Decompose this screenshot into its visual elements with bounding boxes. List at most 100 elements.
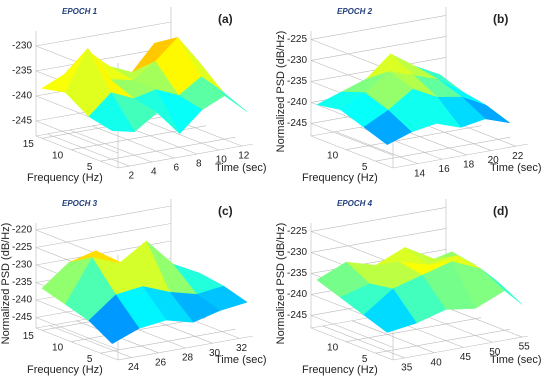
chart-title: EPOCH 4 bbox=[337, 199, 373, 208]
y-tick-label: 5 bbox=[87, 354, 93, 365]
x-axis-label: Time (sec) bbox=[215, 354, 267, 366]
z-tick-label: -230 bbox=[287, 247, 307, 258]
z-tick-label: -235 bbox=[287, 76, 307, 87]
grid-line bbox=[35, 120, 119, 154]
grid-line bbox=[92, 125, 175, 159]
x-axis-label: Time (sec) bbox=[490, 354, 542, 366]
grid-line bbox=[47, 133, 130, 167]
panel-label: (d) bbox=[493, 204, 508, 218]
x-tick-label: 12 bbox=[238, 151, 250, 162]
z-tick-label: -230 bbox=[12, 260, 32, 271]
surface-patch bbox=[363, 288, 417, 333]
grid-line bbox=[375, 328, 511, 354]
chart-title: EPOCH 1 bbox=[62, 7, 98, 16]
z-tick-label: -240 bbox=[287, 97, 307, 108]
box-edge bbox=[35, 327, 119, 361]
x-tick-label: 4 bbox=[151, 167, 157, 178]
box-edge bbox=[392, 143, 529, 169]
x-tick-label: 16 bbox=[439, 164, 451, 175]
x-tick-label: 35 bbox=[401, 363, 413, 374]
z-tick-label: -245 bbox=[12, 312, 32, 323]
x-tick-label: 28 bbox=[182, 353, 194, 364]
grid-line bbox=[49, 325, 132, 358]
grid-line bbox=[35, 205, 172, 231]
x-tick-label: 10 bbox=[216, 155, 228, 166]
z-tick-label: -245 bbox=[287, 118, 307, 129]
y-axis-label: Frequency (Hz) bbox=[27, 172, 103, 184]
z-tick-label: -240 bbox=[287, 289, 307, 300]
z-tick-label: -230 bbox=[12, 41, 32, 52]
x-tick-label: 50 bbox=[489, 347, 501, 358]
grid-line bbox=[35, 223, 172, 248]
grid-line bbox=[69, 129, 152, 163]
surface-patch bbox=[88, 92, 136, 132]
z-tick-label: -240 bbox=[12, 91, 32, 102]
x-tick-label: 45 bbox=[460, 352, 472, 363]
surface-patch bbox=[88, 294, 140, 345]
y-tick-label: 15 bbox=[23, 139, 35, 150]
chart-title: EPOCH 3 bbox=[62, 199, 98, 208]
grid-line bbox=[100, 328, 236, 354]
y-tick-label: 5 bbox=[362, 354, 368, 365]
y-tick-label: 5 bbox=[87, 162, 93, 173]
grid-line bbox=[35, 21, 172, 47]
y-tick-label: 5 bbox=[362, 162, 368, 173]
z-tick-label: -225 bbox=[287, 226, 307, 237]
box-edge bbox=[310, 327, 394, 361]
z-axis-label: Normalized PSD (dB/Hz) bbox=[275, 223, 287, 345]
x-axis-label: Time (sec) bbox=[215, 162, 267, 174]
x-tick-label: 14 bbox=[414, 168, 426, 179]
panel-label: (c) bbox=[218, 204, 233, 218]
grid-line bbox=[310, 249, 447, 274]
grid-line bbox=[35, 317, 119, 350]
grid-line bbox=[100, 136, 236, 162]
surface-patch bbox=[363, 109, 413, 146]
y-axis-label: Frequency (Hz) bbox=[302, 364, 378, 376]
x-tick-label: 2 bbox=[128, 171, 134, 182]
z-tick-label: -245 bbox=[12, 116, 32, 127]
y-tick-label: 10 bbox=[327, 150, 339, 161]
panel-label: (a) bbox=[218, 12, 233, 26]
grid-line bbox=[322, 325, 405, 359]
panel: -245 -240 -235 -230 -225 14 16 18 20 22 5 10 EPOCH 2… bbox=[275, 7, 542, 184]
x-tick-label: 24 bbox=[128, 362, 140, 373]
z-tick-label: -220 bbox=[12, 225, 32, 236]
box-edge bbox=[392, 335, 529, 361]
box-edge bbox=[35, 135, 119, 169]
grid-line bbox=[310, 207, 447, 232]
z-tick-label: -240 bbox=[12, 295, 32, 306]
x-axis-label: Time (sec) bbox=[490, 162, 542, 174]
z-tick-label: -245 bbox=[287, 310, 307, 321]
x-tick-label: 40 bbox=[431, 357, 443, 368]
y-tick-label: 10 bbox=[52, 150, 64, 161]
panel: -245 -240 -235 -230 2 4 6 8 10 12 5 10 15 EPOCH 1 (a) T… bbox=[12, 7, 267, 184]
x-tick-label: 32 bbox=[236, 343, 248, 354]
grid-line bbox=[346, 125, 482, 151]
panel: -245 -240 -235 -230 -225 -220 24 26 28 30 32 5 10 15 E… bbox=[0, 199, 267, 376]
y-tick-label: 10 bbox=[52, 342, 64, 353]
z-tick-label: -235 bbox=[12, 277, 32, 288]
grid-line bbox=[351, 320, 435, 353]
chart-title: EPOCH 2 bbox=[337, 7, 373, 16]
grid-line bbox=[346, 317, 482, 343]
grid-line bbox=[310, 228, 447, 253]
z-tick-label: -225 bbox=[12, 242, 32, 253]
y-axis-label: Frequency (Hz) bbox=[302, 172, 378, 184]
x-tick-label: 55 bbox=[519, 342, 531, 353]
z-tick-label: -225 bbox=[287, 34, 307, 45]
x-tick-label: 18 bbox=[463, 160, 475, 171]
z-tick-label: -235 bbox=[12, 66, 32, 77]
grid-line bbox=[137, 117, 220, 151]
y-axis-label: Frequency (Hz) bbox=[27, 364, 103, 376]
grid-line bbox=[335, 131, 418, 164]
grid-line bbox=[310, 315, 394, 348]
box-edge bbox=[310, 135, 394, 169]
grid-line bbox=[375, 136, 511, 162]
x-tick-label: 26 bbox=[155, 357, 167, 368]
z-tick-label: -235 bbox=[287, 268, 307, 279]
grid-line bbox=[310, 15, 447, 40]
grid-line bbox=[310, 36, 447, 61]
box-edge bbox=[117, 143, 254, 169]
